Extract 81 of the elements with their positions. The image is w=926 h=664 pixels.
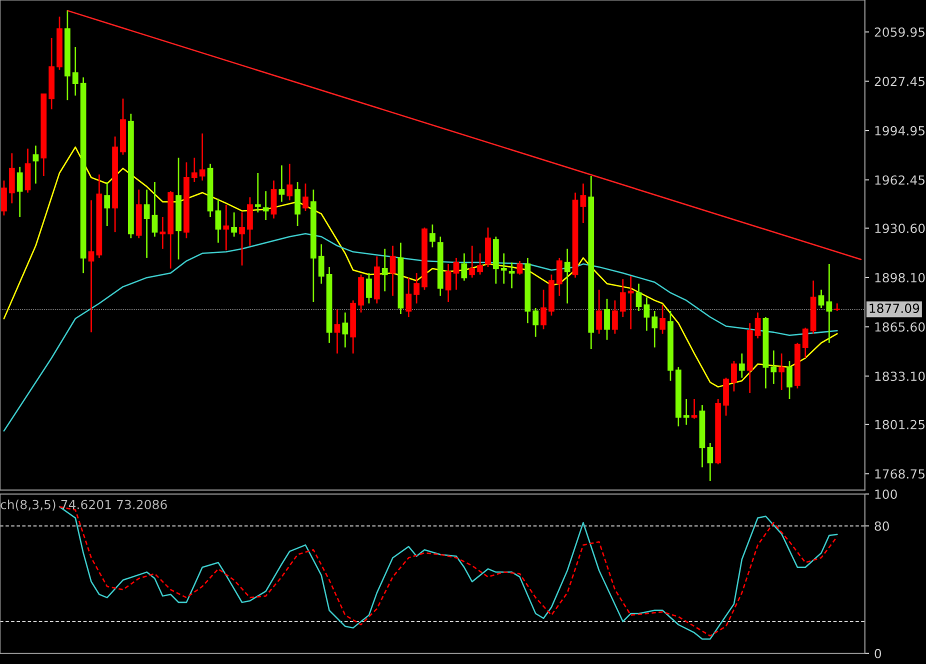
- candlestick: [826, 263, 832, 344]
- candlestick: [382, 248, 388, 292]
- candlestick: [318, 244, 324, 284]
- candlestick: [254, 172, 261, 214]
- candlestick: [1, 180, 7, 216]
- y-tick-label: 1865.60: [875, 322, 925, 332]
- annotation: ch(8,3,5) 74.6201 73.2086: [0, 500, 167, 511]
- candlestick: [231, 212, 238, 238]
- candlestick: [286, 163, 293, 201]
- ref-line-label: 1877.09: [870, 304, 920, 313]
- y-tick-label: 1833.10: [875, 372, 925, 382]
- candlestick: [620, 278, 626, 318]
- candlestick: [477, 252, 483, 276]
- candlestick: [262, 190, 269, 221]
- candlestick: [540, 289, 546, 330]
- candlestick: [191, 157, 198, 183]
- candlestick: [508, 262, 515, 289]
- candlestick: [342, 312, 348, 348]
- candlestick: [707, 442, 714, 482]
- candlestick: [660, 304, 666, 334]
- y-tick-label: 100: [875, 489, 897, 499]
- candlestick: [596, 289, 602, 334]
- candlestick: [160, 216, 166, 250]
- y-tick-label: 1768.75: [875, 469, 925, 479]
- candlestick: [104, 181, 110, 227]
- candlestick: [532, 307, 539, 338]
- candlestick: [469, 245, 476, 278]
- candlestick: [215, 198, 222, 244]
- candlestick: [278, 164, 285, 202]
- candlestick: [683, 398, 690, 426]
- candlestick: [516, 260, 523, 276]
- candlestick: [738, 352, 745, 378]
- candlestick: [223, 204, 230, 252]
- candlestick: [406, 276, 412, 318]
- candlestick: [302, 182, 308, 212]
- candlestick: [239, 212, 245, 266]
- y-tick-label: 1930.60: [875, 224, 925, 234]
- candlestick: [366, 272, 372, 304]
- candlestick: [580, 182, 586, 224]
- line-series: [3, 232, 838, 432]
- candlestick: [644, 296, 650, 332]
- candlestick: [612, 300, 618, 334]
- y-tick-label: 1801.25: [875, 420, 925, 430]
- candlestick: [16, 166, 23, 218]
- candlestick: [32, 144, 39, 184]
- y-tick-label: 1994.95: [875, 126, 925, 136]
- candlestick: [414, 272, 420, 304]
- candlestick: [754, 312, 761, 340]
- candlestick: [334, 308, 340, 354]
- candlestick: [834, 302, 840, 312]
- candlestick: [786, 360, 792, 400]
- candlestick: [445, 263, 452, 303]
- y-tick-label: 2027.45: [874, 76, 925, 86]
- candlestick: [556, 257, 562, 297]
- candlestick: [818, 289, 824, 309]
- candlestick: [770, 350, 777, 385]
- candlestick: [604, 298, 610, 341]
- candlestick: [802, 327, 808, 359]
- candlestick: [731, 360, 737, 392]
- candlestick: [199, 132, 206, 182]
- y-tick-label: 1898.10: [875, 272, 925, 282]
- candlestick: [691, 398, 698, 420]
- candlestick: [636, 283, 642, 312]
- candlestick: [500, 252, 507, 284]
- y-tick-label: 0: [874, 648, 882, 658]
- candlestick: [628, 275, 634, 330]
- y-tick-label: 80: [874, 521, 889, 531]
- candlestick: [430, 224, 436, 248]
- candlestick: [652, 310, 658, 348]
- candlestick: [88, 200, 94, 333]
- candlestick: [390, 245, 396, 297]
- candlestick: [152, 181, 158, 238]
- candlestick: [564, 248, 570, 304]
- candlestick: [144, 188, 150, 259]
- y-tick-label: 1962.45: [875, 175, 925, 185]
- candlestick: [461, 252, 468, 282]
- candlestick: [453, 257, 460, 290]
- line-series: [3, 146, 838, 388]
- candlestick: [72, 46, 78, 96]
- y-tick-label: 2059.95: [874, 27, 925, 37]
- candlestick: [778, 352, 785, 391]
